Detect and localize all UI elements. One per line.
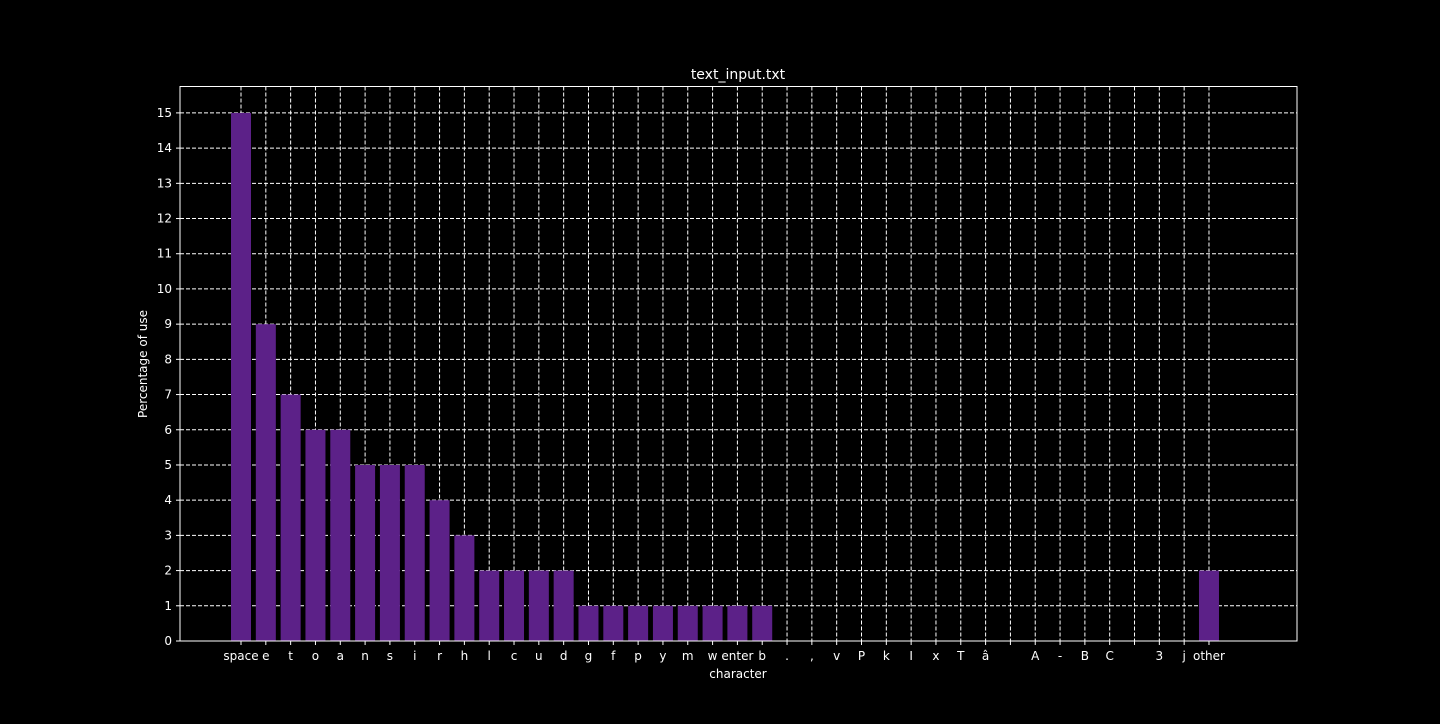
x-tick-label: other xyxy=(1193,649,1225,663)
x-tick-label:  xyxy=(1130,649,1140,663)
x-tick-label: C xyxy=(1106,649,1114,663)
y-tick-label: 9 xyxy=(164,317,172,331)
chart-title: text_input.txt xyxy=(691,67,786,83)
y-tick-label: 13 xyxy=(157,176,172,190)
bar xyxy=(355,464,376,641)
bar xyxy=(404,464,425,641)
bar xyxy=(330,429,351,641)
bar xyxy=(504,570,525,641)
y-tick-label: 5 xyxy=(164,458,172,472)
bar-layer xyxy=(231,112,1219,641)
bar xyxy=(231,112,251,641)
x-tick-label: P xyxy=(858,649,865,663)
x-tick-label: a xyxy=(337,649,344,663)
bar xyxy=(379,464,400,641)
x-tick-label: d xyxy=(560,649,568,663)
x-tick-label: n xyxy=(361,649,369,663)
x-tick-label: g xyxy=(585,649,593,663)
bar xyxy=(752,605,773,641)
bar xyxy=(429,500,450,641)
x-tick-label: t xyxy=(288,649,293,663)
x-tick-label: y xyxy=(659,649,666,663)
x-tick-label:  xyxy=(1006,649,1016,663)
x-tick-label: I xyxy=(909,649,913,663)
x-tick-label: b xyxy=(758,649,766,663)
x-tick-label: enter xyxy=(721,649,753,663)
bar xyxy=(603,605,624,641)
y-tick-label: 10 xyxy=(157,282,172,296)
x-tick-label: o xyxy=(312,649,319,663)
y-tick-label: 14 xyxy=(157,141,172,155)
bar xyxy=(652,605,673,641)
x-tick-label: k xyxy=(883,649,890,663)
y-tick-label: 8 xyxy=(164,352,172,366)
x-tick-label: s xyxy=(387,649,393,663)
x-tick-label: e xyxy=(262,649,269,663)
bar xyxy=(255,324,276,641)
x-tick-label: w xyxy=(708,649,718,663)
y-tick-label: 4 xyxy=(164,493,172,507)
x-tick-label: â xyxy=(982,649,989,663)
x-tick-label: p xyxy=(634,649,642,663)
bar xyxy=(677,605,698,641)
x-tick-label: space xyxy=(223,649,258,663)
x-axis-label: character xyxy=(709,667,767,681)
bar xyxy=(702,605,723,641)
x-tick-label: f xyxy=(611,649,616,663)
x-tick-label: j xyxy=(1181,649,1185,663)
x-tick-label: l xyxy=(488,649,491,663)
x-tick-label: m xyxy=(682,649,694,663)
x-tick-label: x xyxy=(932,649,939,663)
x-tick-label: c xyxy=(511,649,518,663)
y-tick-label: 2 xyxy=(164,564,172,578)
bar xyxy=(305,429,326,641)
plot-frame xyxy=(179,86,1298,642)
bar xyxy=(528,570,549,641)
y-tick-label: 11 xyxy=(157,247,172,261)
x-tick-label: . xyxy=(785,649,789,663)
x-tick-label: r xyxy=(437,649,442,663)
x-tick-label: v xyxy=(833,649,840,663)
x-tick-label: , xyxy=(810,649,814,663)
bar xyxy=(553,570,574,641)
x-tick-label: - xyxy=(1058,649,1062,663)
y-axis-label: Percentage of use xyxy=(136,310,150,418)
x-tick-label: T xyxy=(956,649,965,663)
bar xyxy=(479,570,500,641)
bar xyxy=(727,605,748,641)
x-tick-label: u xyxy=(535,649,543,663)
x-tick-label: A xyxy=(1031,649,1040,663)
bar xyxy=(628,605,649,641)
bar xyxy=(454,535,475,641)
y-tick-label: 1 xyxy=(164,599,172,613)
y-tick-label: 0 xyxy=(164,634,172,648)
bar xyxy=(1198,570,1219,641)
x-tick-label: i xyxy=(413,649,416,663)
x-tick-label: 3 xyxy=(1156,649,1164,663)
y-tick-label: 6 xyxy=(164,423,172,437)
y-tick-label: 7 xyxy=(164,388,172,402)
y-tick-label: 12 xyxy=(157,212,172,226)
x-tick-label: h xyxy=(461,649,469,663)
bar xyxy=(280,394,301,641)
x-tick-label: B xyxy=(1081,649,1089,663)
y-tick-label: 3 xyxy=(164,528,172,542)
bar xyxy=(578,605,599,641)
y-tick-label: 15 xyxy=(157,106,172,120)
